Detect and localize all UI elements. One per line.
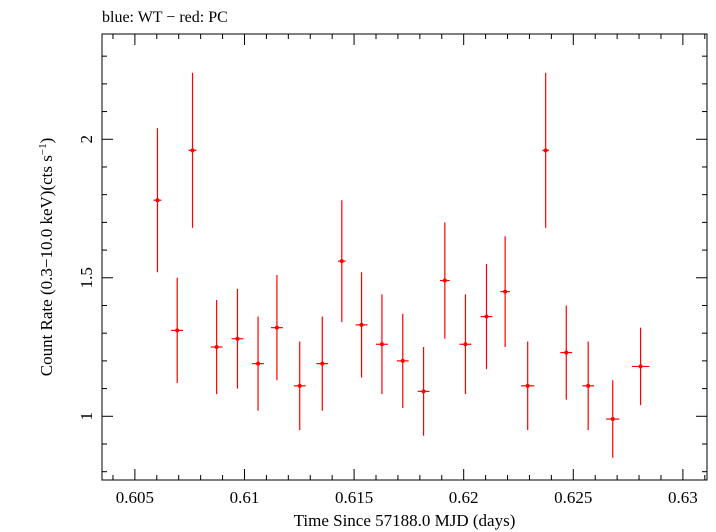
x-tick-label: 0.62 <box>449 488 479 507</box>
data-marker <box>463 342 468 347</box>
x-tick-label: 0.605 <box>116 488 154 507</box>
data-marker <box>320 361 325 366</box>
data-point <box>188 72 197 228</box>
chart-title: blue: WT − red: PC <box>102 9 228 26</box>
data-marker <box>525 383 530 388</box>
data-point <box>417 347 430 436</box>
x-tick-label: 0.615 <box>335 488 373 507</box>
data-marker <box>339 259 344 264</box>
data-marker <box>214 345 219 350</box>
data-marker <box>564 350 569 355</box>
x-tick-label: 0.61 <box>230 488 260 507</box>
data-point <box>542 72 549 228</box>
data-point <box>440 222 450 339</box>
data-marker <box>190 148 195 153</box>
data-point <box>355 272 368 378</box>
data-point <box>631 327 650 406</box>
data-marker <box>543 148 548 153</box>
data-marker <box>610 417 615 422</box>
x-axis-label: Time Since 57188.0 MJD (days) <box>294 511 516 530</box>
data-marker <box>256 361 261 366</box>
x-tick-label: 0.625 <box>554 488 592 507</box>
data-marker <box>379 342 384 347</box>
data-marker <box>638 364 643 369</box>
data-marker <box>400 358 405 363</box>
data-marker <box>274 325 279 330</box>
data-point <box>396 313 409 408</box>
y-axis-label: Count Rate (0.3−10.0 keV)(cts s−1) <box>37 138 56 377</box>
y-tick-label: 1.5 <box>77 267 96 288</box>
data-marker <box>421 389 426 394</box>
data-point <box>316 316 329 411</box>
data-point <box>171 277 184 384</box>
data-marker <box>175 328 180 333</box>
data-point <box>459 294 472 395</box>
data-marker <box>297 383 302 388</box>
y-tick-label: 2 <box>77 135 96 144</box>
plot-frame <box>101 33 708 481</box>
data-points <box>153 72 650 458</box>
data-marker <box>235 336 240 341</box>
data-point <box>252 316 264 411</box>
data-point <box>293 341 306 431</box>
data-marker <box>484 314 489 319</box>
data-point <box>337 200 346 323</box>
data-point <box>582 341 595 431</box>
y-tick-label: 1 <box>77 412 96 421</box>
data-point <box>500 236 510 348</box>
data-marker <box>586 383 591 388</box>
data-marker <box>442 278 447 283</box>
data-point <box>480 263 493 370</box>
data-marker <box>155 198 160 203</box>
data-point <box>153 128 162 273</box>
data-point <box>376 294 388 395</box>
data-marker <box>359 322 364 327</box>
data-point <box>271 275 283 381</box>
data-point <box>606 380 620 458</box>
tick-labels: 0.605 0.61 0.615 0.62 0.625 0.63 1 1.5 2 <box>77 135 698 507</box>
x-tick-label: 0.63 <box>668 488 698 507</box>
data-point <box>210 299 223 395</box>
data-point <box>521 341 535 431</box>
data-marker <box>503 289 508 294</box>
axis-ticks <box>102 34 707 480</box>
data-point <box>231 288 244 389</box>
data-point <box>560 305 573 400</box>
